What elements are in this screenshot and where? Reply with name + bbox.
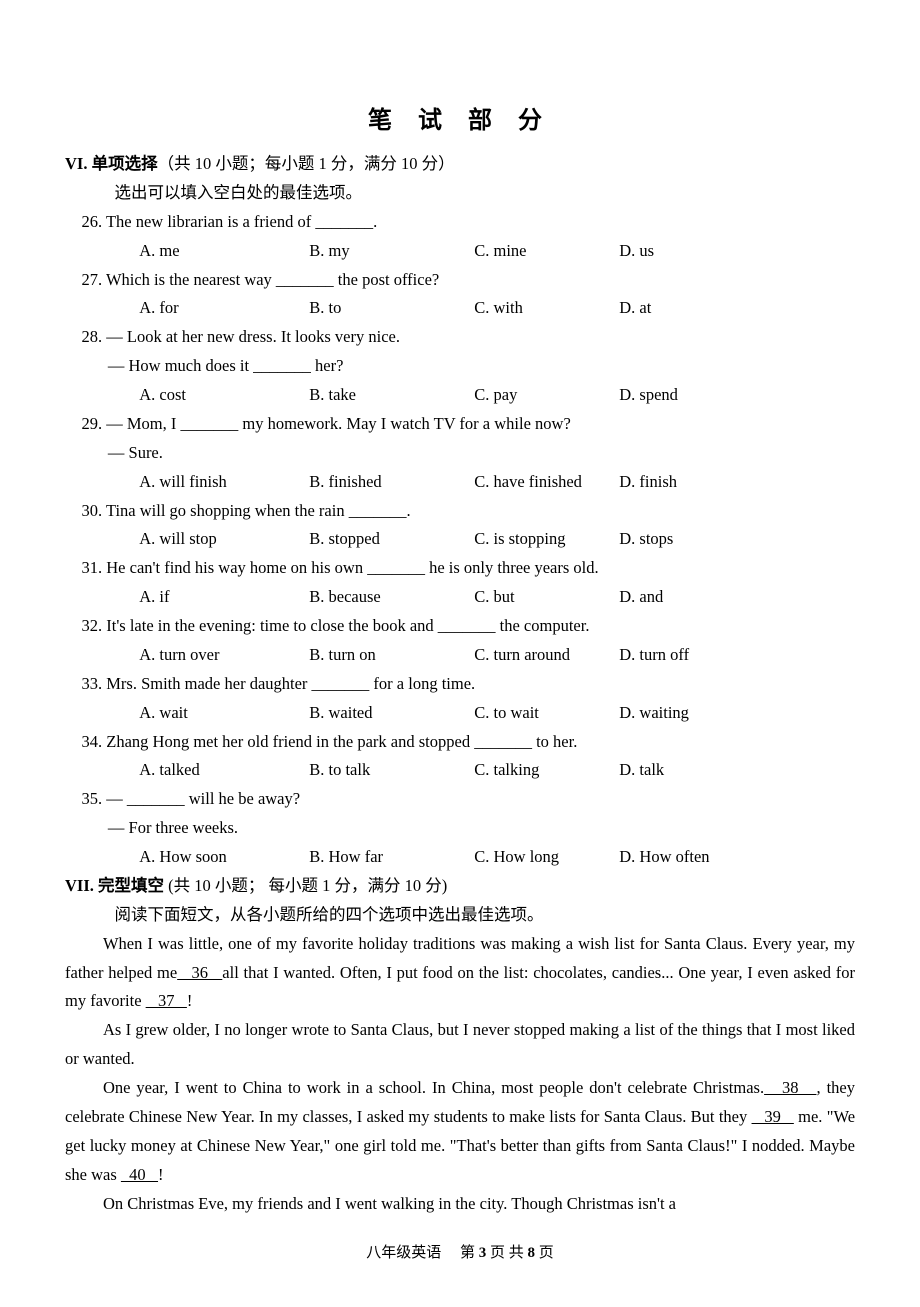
q32-option-d: D. turn off <box>619 641 689 670</box>
q33-stem: 33. Mrs. Smith made her daughter _______… <box>65 670 855 699</box>
footer-total-pages: 8 <box>528 1245 536 1261</box>
q27-option-a: A. for <box>139 294 309 323</box>
q28-options: A. cost B. take C. pay D. spend <box>65 381 855 410</box>
blank-37: 37 <box>146 991 187 1010</box>
q28-option-b: B. take <box>309 381 474 410</box>
q29-line1: 29. — Mom, I _______ my homework. May I … <box>65 410 855 439</box>
q26-option-c: C. mine <box>474 237 619 266</box>
passage-text: ! <box>187 991 193 1010</box>
passage-text: One year, I went to China to work in a s… <box>103 1078 764 1097</box>
section-vi-instruction: 选出可以填入空白处的最佳选项。 <box>65 179 855 208</box>
section-name: 单项选择 <box>92 154 158 173</box>
q30-stem: 30. Tina will go shopping when the rain … <box>65 497 855 526</box>
q30-option-c: C. is stopping <box>474 525 619 554</box>
q31-option-c: C. but <box>474 583 619 612</box>
passage-para-1: When I was little, one of my favorite ho… <box>65 930 855 1017</box>
q30-option-a: A. will stop <box>139 525 309 554</box>
section-vi-header: VI. 单项选择（共 10 小题；每小题 1 分，满分 10 分） <box>65 150 855 179</box>
q35-option-a: A. How soon <box>139 843 309 872</box>
section-vii-instruction: 阅读下面短文，从各小题所给的四个选项中选出最佳选项。 <box>65 901 855 930</box>
q31-option-d: D. and <box>619 583 663 612</box>
q27-options: A. for B. to C. with D. at <box>65 294 855 323</box>
passage-text: ! <box>158 1165 164 1184</box>
q26-option-b: B. my <box>309 237 474 266</box>
q26-options: A. me B. my C. mine D. us <box>65 237 855 266</box>
section-number: VII. <box>65 876 98 895</box>
q33-options: A. wait B. waited C. to wait D. waiting <box>65 699 855 728</box>
footer-page-mid: 页 共 <box>486 1245 527 1261</box>
q33-option-b: B. waited <box>309 699 474 728</box>
q30-option-b: B. stopped <box>309 525 474 554</box>
q33-option-a: A. wait <box>139 699 309 728</box>
q34-option-b: B. to talk <box>309 756 474 785</box>
section-number: VI. <box>65 154 92 173</box>
q28-option-d: D. spend <box>619 381 678 410</box>
cloze-passage: When I was little, one of my favorite ho… <box>65 930 855 1219</box>
q32-option-a: A. turn over <box>139 641 309 670</box>
blank-38: 38 <box>764 1078 816 1097</box>
q32-stem: 32. It's late in the evening: time to cl… <box>65 612 855 641</box>
q26-option-a: A. me <box>139 237 309 266</box>
q33-option-d: D. waiting <box>619 699 689 728</box>
q35-options: A. How soon B. How far C. How long D. Ho… <box>65 843 855 872</box>
footer-page-post: 页 <box>535 1245 554 1261</box>
footer-page-pre: 第 <box>460 1245 479 1261</box>
q27-stem: 27. Which is the nearest way _______ the… <box>65 266 855 295</box>
q27-option-d: D. at <box>619 294 651 323</box>
exam-page: 笔 试 部 分 VI. 单项选择（共 10 小题；每小题 1 分，满分 10 分… <box>0 0 920 1307</box>
q28-line2: — How much does it _______ her? <box>65 352 855 381</box>
q35-line2: — For three weeks. <box>65 814 855 843</box>
q28-option-a: A. cost <box>139 381 309 410</box>
q34-option-d: D. talk <box>619 756 664 785</box>
q31-option-b: B. because <box>309 583 474 612</box>
q27-option-b: B. to <box>309 294 474 323</box>
q34-option-c: C. talking <box>474 756 619 785</box>
main-title: 笔 试 部 分 <box>65 100 855 142</box>
q31-stem: 31. He can't find his way home on his ow… <box>65 554 855 583</box>
blank-39: 39 <box>752 1107 794 1126</box>
q30-option-d: D. stops <box>619 525 673 554</box>
footer-subject: 八年级英语 <box>366 1245 441 1261</box>
passage-para-4: On Christmas Eve, my friends and I went … <box>65 1190 855 1219</box>
q33-option-c: C. to wait <box>474 699 619 728</box>
q34-options: A. talked B. to talk C. talking D. talk <box>65 756 855 785</box>
blank-36: 36 <box>177 963 222 982</box>
q27-option-c: C. with <box>474 294 619 323</box>
page-footer: 八年级英语 第 3 页 共 8 页 <box>65 1240 855 1266</box>
q35-option-b: B. How far <box>309 843 474 872</box>
section-name: 完型填空 <box>98 876 164 895</box>
q29-options: A. will finish B. finished C. have finis… <box>65 468 855 497</box>
passage-para-3: One year, I went to China to work in a s… <box>65 1074 855 1190</box>
q32-option-b: B. turn on <box>309 641 474 670</box>
q29-option-c: C. have finished <box>474 468 619 497</box>
blank-40: 40 <box>121 1165 158 1184</box>
q34-stem: 34. Zhang Hong met her old friend in the… <box>65 728 855 757</box>
q31-option-a: A. if <box>139 583 309 612</box>
q28-option-c: C. pay <box>474 381 619 410</box>
passage-para-2: As I grew older, I no longer wrote to Sa… <box>65 1016 855 1074</box>
q35-option-d: D. How often <box>619 843 709 872</box>
q26-option-d: D. us <box>619 237 654 266</box>
q32-option-c: C. turn around <box>474 641 619 670</box>
q28-line1: 28. — Look at her new dress. It looks ve… <box>65 323 855 352</box>
q34-option-a: A. talked <box>139 756 309 785</box>
q29-option-a: A. will finish <box>139 468 309 497</box>
q29-line2: — Sure. <box>65 439 855 468</box>
q35-option-c: C. How long <box>474 843 619 872</box>
section-vii-header: VII. 完型填空 (共 10 小题； 每小题 1 分，满分 10 分) <box>65 872 855 901</box>
q35-line1: 35. — _______ will he be away? <box>65 785 855 814</box>
q26-stem: 26. The new librarian is a friend of ___… <box>65 208 855 237</box>
q29-option-b: B. finished <box>309 468 474 497</box>
section-meta: (共 10 小题； 每小题 1 分，满分 10 分) <box>164 876 447 895</box>
q31-options: A. if B. because C. but D. and <box>65 583 855 612</box>
q30-options: A. will stop B. stopped C. is stopping D… <box>65 525 855 554</box>
q32-options: A. turn over B. turn on C. turn around D… <box>65 641 855 670</box>
section-meta: （共 10 小题；每小题 1 分，满分 10 分） <box>158 154 455 173</box>
q29-option-d: D. finish <box>619 468 677 497</box>
